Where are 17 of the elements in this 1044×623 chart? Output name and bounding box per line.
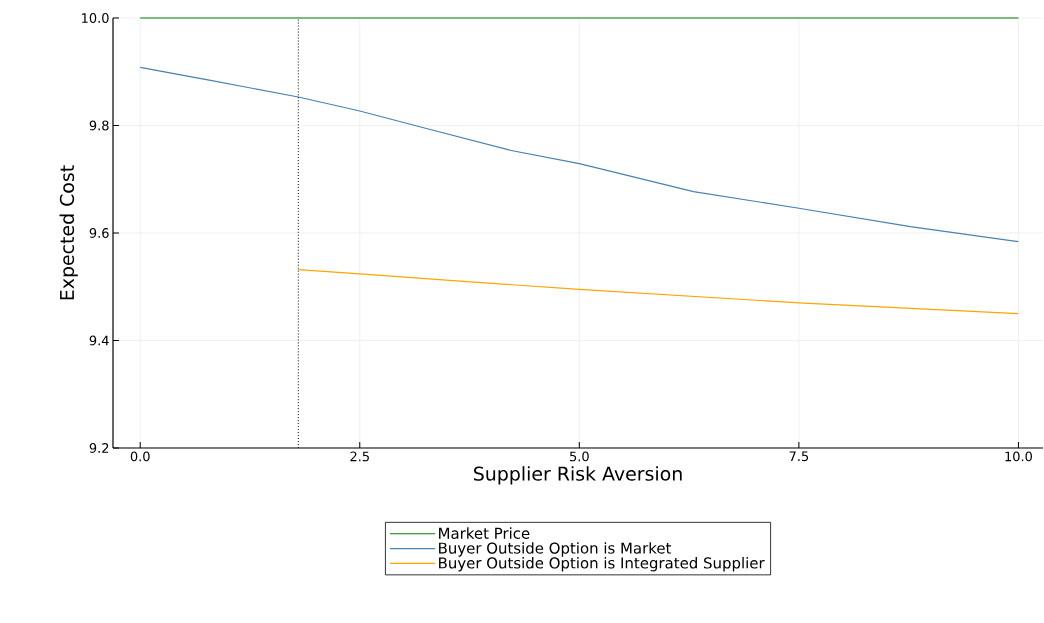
legend-label: Buyer Outside Option is Market (439, 542, 672, 557)
y-tick-label: 9.4 (89, 335, 109, 346)
y-tick-label: 9.2 (89, 443, 109, 453)
x-tick-label: 2.5 (350, 451, 369, 462)
y-tick-label: 9.6 (89, 228, 109, 238)
y-tick-label: 9.8 (89, 120, 109, 131)
y-axis-title: Expected Cost (59, 165, 78, 300)
x-axis-title: Supplier Risk Aversion (474, 466, 682, 485)
x-tick-label: 7.5 (789, 451, 809, 462)
line-series (139, 66, 1020, 243)
x-tick-label: 10.0 (1005, 451, 1032, 462)
y-tick-label: 10.0 (82, 13, 109, 23)
line-series (297, 268, 1020, 315)
legend-label: Market Price (439, 527, 530, 539)
legend-label: Buyer Outside Option is Integrated Supplier (439, 557, 765, 572)
x-tick-label: 0.0 (130, 451, 150, 462)
x-tick-label: 5.0 (570, 451, 589, 462)
